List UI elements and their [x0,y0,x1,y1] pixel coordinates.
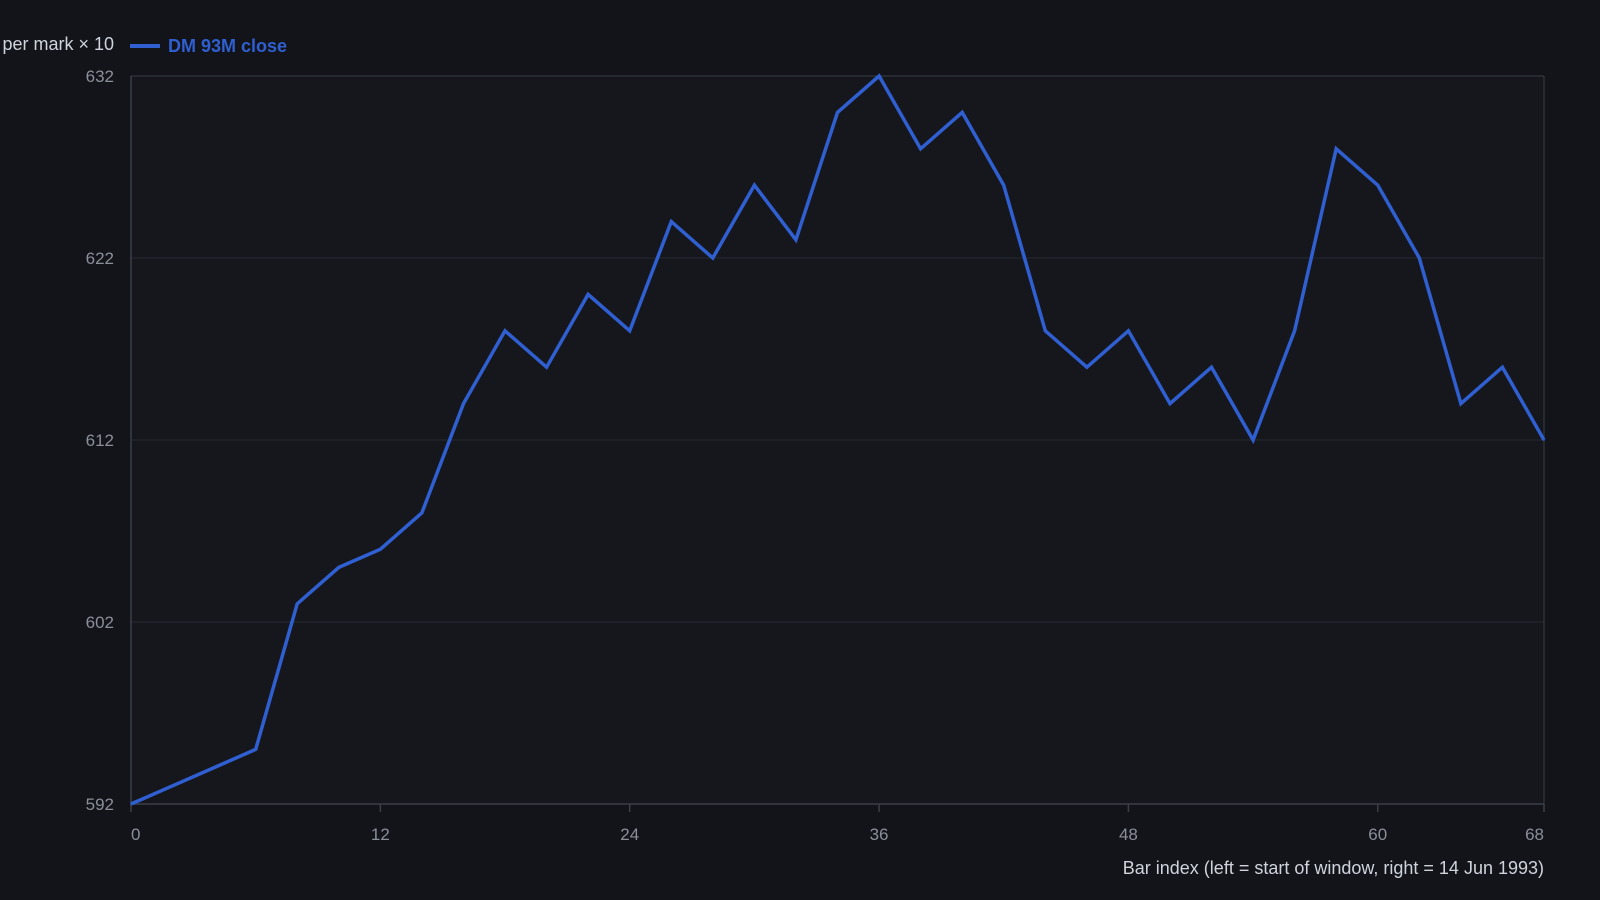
x-tick-label: 48 [1119,825,1138,844]
data-point [961,111,963,114]
legend-series-label: DM 93M close [168,36,287,56]
y-tick-label: 632 [86,67,114,86]
x-tick-label: 36 [870,825,889,844]
data-point [587,293,589,296]
data-point [919,148,922,150]
data-point [504,330,506,332]
data-point [1252,439,1254,441]
data-point [130,803,132,805]
data-point [421,512,423,514]
data-point [296,603,299,605]
y-tick-label: 592 [86,795,114,814]
data-point [254,748,257,751]
data-point [1543,439,1545,441]
data-point [1002,184,1005,186]
x-tick-label: 24 [620,825,639,844]
data-point [545,366,548,369]
data-point [753,184,756,186]
data-point [1293,330,1296,332]
x-tick-label: 60 [1368,825,1387,844]
y-tick-label: 612 [86,431,114,450]
data-point [1501,366,1504,369]
axes: 592 602 612 622 632 0 12 24 36 48 60 68 [86,67,1545,844]
data-point [628,330,631,332]
data-point [836,111,839,114]
data-point [795,239,797,241]
data-point [213,766,215,769]
y-tick-label: 622 [86,249,114,268]
data-point [1086,366,1088,369]
data-point [1210,366,1213,369]
data-point [462,402,465,405]
data-point [1460,402,1462,405]
data-point [171,785,174,787]
series-layer [130,73,1546,806]
x-tick-label: 68 [1525,825,1544,844]
data-point [1376,184,1379,186]
x-tick-label: 12 [371,825,390,844]
x-tick-label: 0 [131,825,140,844]
legend-ylabel-entry: Price per mark × 10 [0,34,114,54]
data-point [337,566,340,569]
data-point [1044,330,1047,332]
legend: Price per mark × 10 DM 93M close [0,34,287,56]
data-point [712,257,714,259]
data-point [1418,257,1421,259]
x-axis-title: Bar index (left = start of window, right… [1123,858,1544,878]
y-tick-label: 602 [86,613,114,632]
data-point [670,220,673,223]
data-point [379,548,382,550]
data-point [1335,148,1338,150]
data-point [1127,330,1130,332]
data-point [1169,402,1171,405]
data-point [878,75,880,77]
